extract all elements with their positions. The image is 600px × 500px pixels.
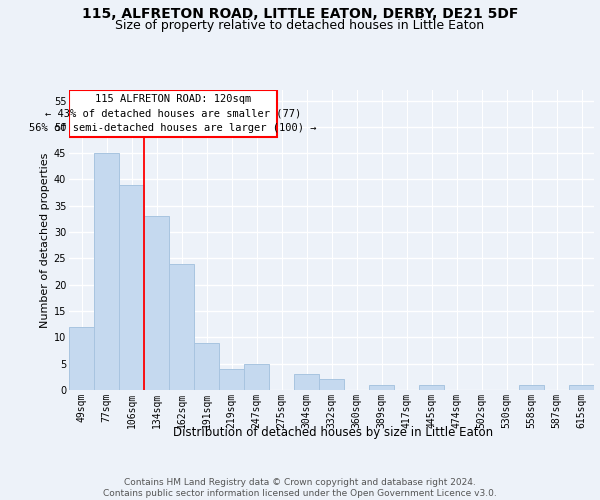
Bar	[244, 364, 269, 390]
Text: Size of property relative to detached houses in Little Eaton: Size of property relative to detached ho…	[115, 19, 485, 32]
Bar	[94, 153, 119, 390]
Bar	[219, 369, 244, 390]
Bar	[69, 327, 94, 390]
Text: 115 ALFRETON ROAD: 120sqm
← 43% of detached houses are smaller (77)
56% of semi-: 115 ALFRETON ROAD: 120sqm ← 43% of detac…	[29, 94, 317, 133]
Bar	[294, 374, 319, 390]
Bar	[194, 342, 219, 390]
Text: Distribution of detached houses by size in Little Eaton: Distribution of detached houses by size …	[173, 426, 493, 439]
Bar	[569, 384, 594, 390]
Bar	[119, 184, 144, 390]
Text: 115, ALFRETON ROAD, LITTLE EATON, DERBY, DE21 5DF: 115, ALFRETON ROAD, LITTLE EATON, DERBY,…	[82, 8, 518, 22]
Bar	[144, 216, 169, 390]
Bar	[319, 380, 344, 390]
Bar	[169, 264, 194, 390]
Bar	[419, 384, 444, 390]
Text: Contains HM Land Registry data © Crown copyright and database right 2024.
Contai: Contains HM Land Registry data © Crown c…	[103, 478, 497, 498]
FancyBboxPatch shape	[69, 90, 277, 138]
Y-axis label: Number of detached properties: Number of detached properties	[40, 152, 50, 328]
Bar	[519, 384, 544, 390]
Bar	[369, 384, 394, 390]
